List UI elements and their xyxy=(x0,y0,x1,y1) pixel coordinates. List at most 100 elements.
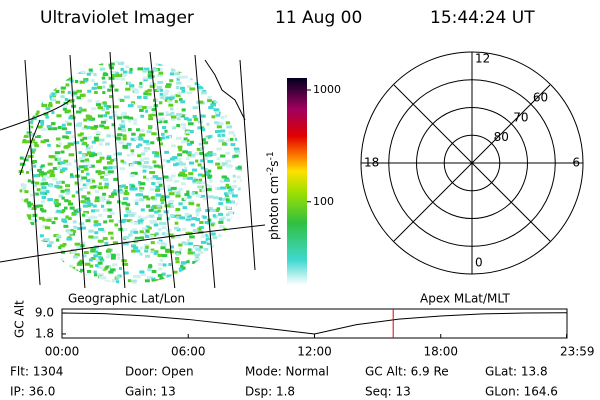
pixel xyxy=(87,145,94,149)
pixel xyxy=(167,176,172,180)
pixel xyxy=(240,68,242,72)
pixel xyxy=(222,81,226,85)
pixel xyxy=(152,219,158,223)
pixel xyxy=(231,258,238,262)
pixel xyxy=(204,168,209,172)
pixel xyxy=(218,202,223,206)
pixel xyxy=(44,238,50,242)
pixel xyxy=(101,76,106,80)
pixel xyxy=(20,116,26,120)
pixel xyxy=(210,232,216,236)
pixel xyxy=(170,189,177,193)
pixel xyxy=(49,174,56,178)
pixel xyxy=(170,96,175,100)
pixel xyxy=(34,271,40,275)
pixel xyxy=(104,182,109,186)
pixel xyxy=(53,73,59,77)
pixel xyxy=(115,136,121,140)
pixel xyxy=(56,64,61,68)
pixel xyxy=(53,264,59,268)
pixel xyxy=(79,282,83,284)
pixel xyxy=(168,233,174,237)
pixel xyxy=(180,279,186,283)
pixel xyxy=(186,190,190,194)
pixel xyxy=(112,105,119,109)
pixel xyxy=(39,191,45,195)
pixel xyxy=(21,183,27,187)
pixel xyxy=(186,91,193,95)
pixel xyxy=(20,276,25,280)
pixel xyxy=(158,62,164,66)
pixel xyxy=(106,199,110,203)
pixel xyxy=(19,98,24,102)
pixel xyxy=(230,250,236,254)
pixel xyxy=(74,284,78,287)
pixel xyxy=(46,175,51,179)
pixel xyxy=(78,271,82,275)
pixel xyxy=(127,128,132,132)
pixel xyxy=(188,130,194,134)
pixel xyxy=(54,154,59,158)
pixel xyxy=(162,283,166,284)
pixel xyxy=(27,204,32,208)
pixel xyxy=(157,274,163,278)
pixel xyxy=(140,218,144,222)
pixel xyxy=(232,225,237,229)
pixel xyxy=(95,286,99,289)
pixel xyxy=(41,209,47,213)
pixel xyxy=(40,164,45,168)
pixel xyxy=(202,215,207,219)
pixel xyxy=(131,101,136,105)
pixel xyxy=(240,125,242,129)
pixel xyxy=(154,188,161,192)
pixel xyxy=(169,72,175,76)
pixel xyxy=(201,66,207,70)
pixel xyxy=(42,87,48,91)
pixel xyxy=(41,127,47,131)
pixel xyxy=(214,130,221,134)
pixel xyxy=(46,270,52,274)
pixel xyxy=(42,218,46,222)
pixel xyxy=(18,133,24,137)
pixel xyxy=(240,244,242,248)
pixel xyxy=(78,222,85,226)
pixel xyxy=(153,223,159,227)
pixel xyxy=(235,212,242,216)
pixel xyxy=(137,154,142,158)
pixel xyxy=(207,195,214,199)
pixel xyxy=(231,185,236,189)
pixel xyxy=(206,73,212,77)
pixel xyxy=(155,193,162,197)
pixel xyxy=(91,179,96,183)
pixel xyxy=(86,172,90,176)
pixel xyxy=(156,85,162,89)
pixel xyxy=(87,216,94,220)
pixel xyxy=(85,125,91,129)
pixel xyxy=(33,80,38,84)
pixel xyxy=(142,227,147,231)
pixel xyxy=(95,196,101,200)
pixel xyxy=(174,221,179,225)
pixel xyxy=(148,114,153,118)
pixel xyxy=(118,184,124,188)
pixel xyxy=(36,110,40,114)
pixel xyxy=(90,209,95,213)
pixel xyxy=(197,126,202,130)
pixel xyxy=(143,149,149,153)
pixel xyxy=(194,253,201,257)
pixel xyxy=(235,231,241,235)
pixel xyxy=(237,237,242,241)
pixel xyxy=(93,82,99,86)
pixel xyxy=(163,195,170,199)
pixel xyxy=(231,262,235,266)
pixel xyxy=(78,151,82,155)
pixel xyxy=(102,192,107,196)
pixel xyxy=(238,263,242,267)
pixel xyxy=(214,121,218,125)
pixel xyxy=(198,282,203,284)
pixel xyxy=(80,70,86,74)
pixel xyxy=(20,74,26,78)
pixel xyxy=(93,287,98,290)
pixel xyxy=(156,181,163,185)
pixel xyxy=(105,142,110,146)
